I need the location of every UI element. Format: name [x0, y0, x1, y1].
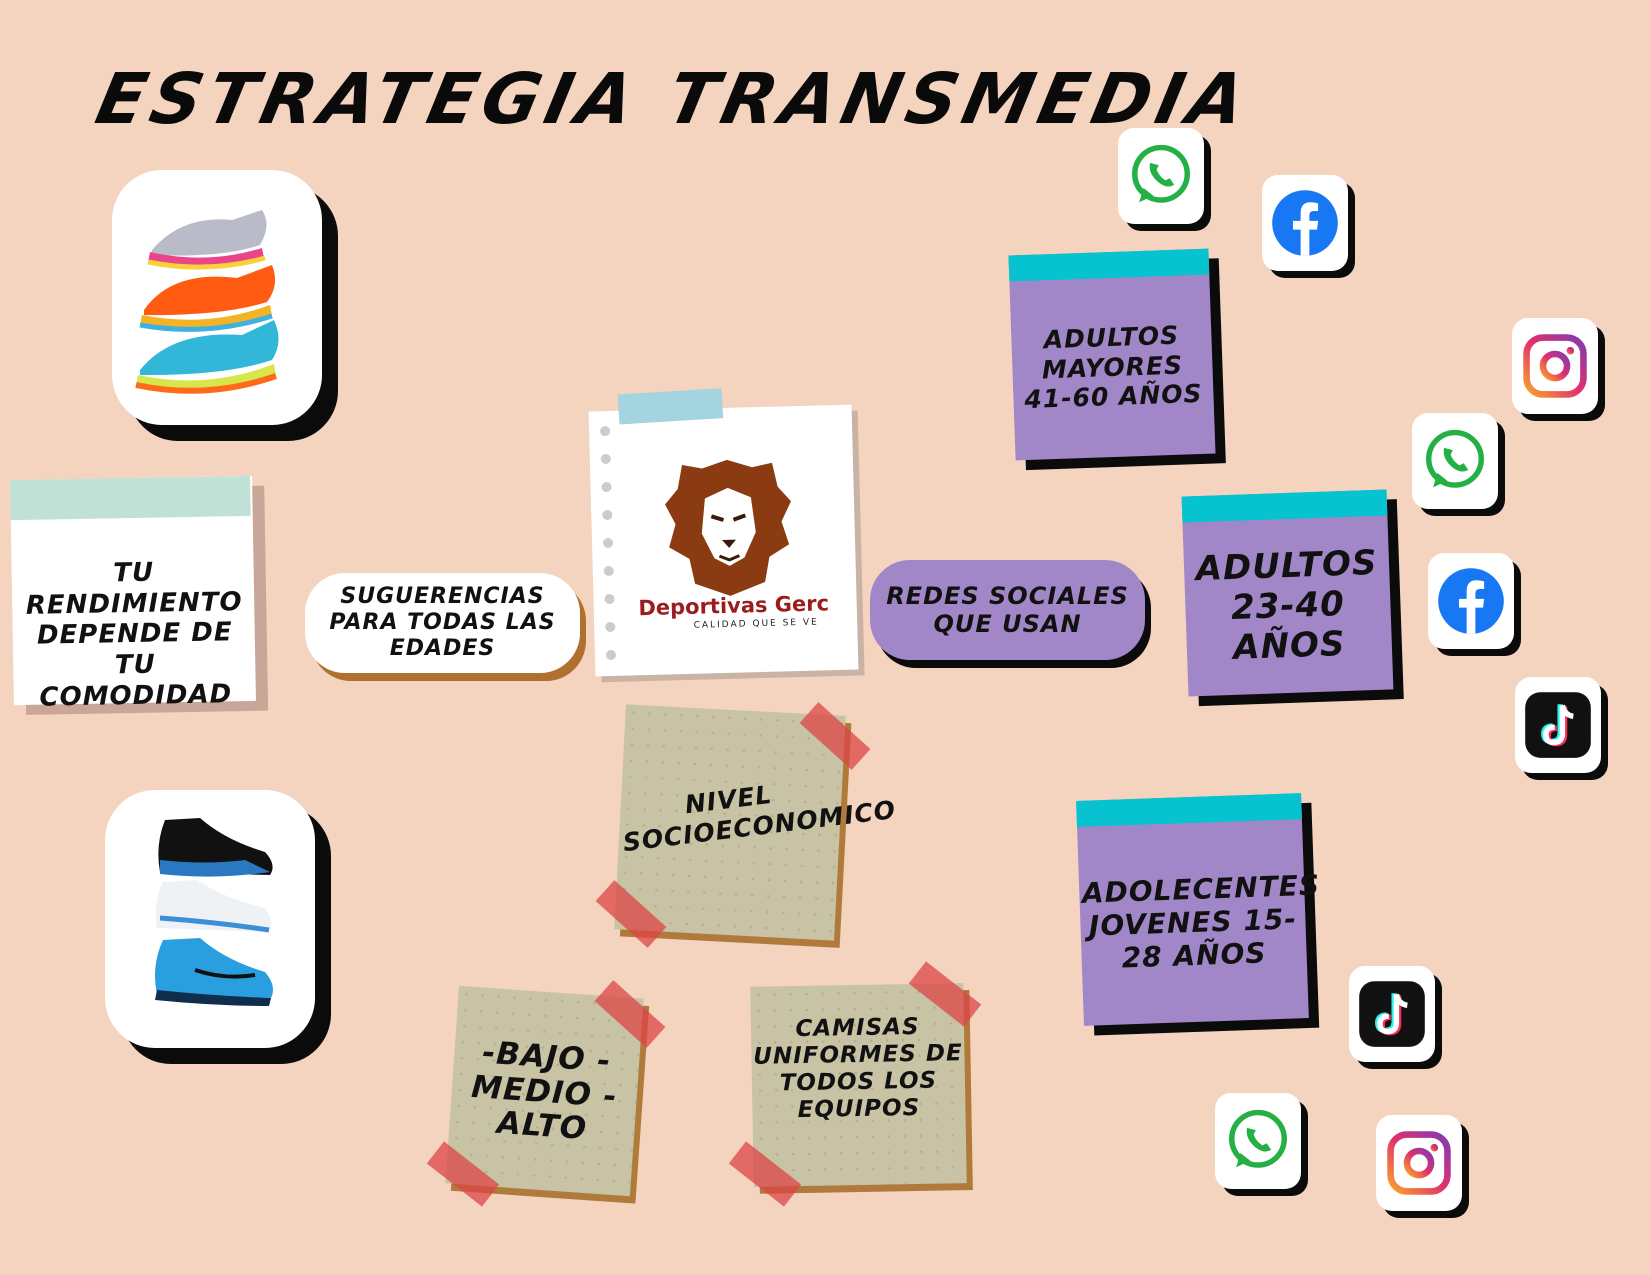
group-adults-text: ADULTOS 23-40 AÑOS — [1195, 542, 1379, 668]
whatsapp-card — [1118, 128, 1204, 224]
suggestions-text: SUGUERENCIAS PARA TODAS LAS EDADES — [329, 584, 556, 661]
shirts-sticky: CAMISAS UNIFORMES DE TODOS LOS EQUIPOS — [750, 983, 967, 1187]
whatsapp-card — [1412, 413, 1498, 509]
group-older-text: ADULTOS MAYORES 41-60 AÑOS — [1023, 320, 1204, 415]
networks-text: REDES SOCIALES QUE USAN — [886, 581, 1129, 638]
shoe-card-bottom — [105, 790, 315, 1048]
group-older-note: ADULTOS MAYORES 41-60 AÑOS — [1008, 248, 1216, 461]
brand-tagline: CALIDAD QUE SE VE — [693, 617, 819, 631]
comfort-note-text: TU RENDIMIENTO DEPENDE DE TU COMODIDAD — [25, 557, 243, 713]
facebook-icon — [1438, 568, 1504, 634]
networks-pill: REDES SOCIALES QUE USAN — [870, 560, 1145, 660]
running-shoes-image — [135, 210, 279, 394]
shoe-card-top — [112, 170, 322, 425]
note-tape — [10, 475, 251, 521]
socio-sticky: NIVEL SOCIOECONOMICO — [614, 704, 898, 941]
brand-note: Deportivas Gerc CALIDAD QUE SE VE — [588, 388, 859, 677]
shirts-text: CAMISAS UNIFORMES DE TODOS LOS EQUIPOS — [753, 1013, 963, 1124]
whatsapp-icon — [1132, 144, 1190, 203]
instagram-icon — [1387, 1131, 1451, 1195]
group-teens-text: ADOLECENTES JOVENES 15-28 AÑOS — [1081, 868, 1321, 975]
brand-name: Deportivas Gerc — [638, 591, 830, 621]
group-adults-note: ADULTOS 23-40 AÑOS — [1181, 489, 1394, 697]
tiktok-card — [1515, 677, 1601, 773]
instagram-icon — [1523, 334, 1587, 398]
page-title: ESTRATEGIA TRANSMEDIA — [89, 58, 1259, 140]
socio-text: NIVEL SOCIOECONOMICO — [621, 779, 898, 857]
comfort-note: TU RENDIMIENTO DEPENDE DE TU COMODIDAD — [10, 475, 256, 712]
whatsapp-card — [1215, 1093, 1301, 1189]
suggestions-pill: SUGUERENCIAS PARA TODAS LAS EDADES — [305, 573, 580, 673]
facebook-card — [1428, 553, 1514, 649]
whatsapp-icon — [1229, 1109, 1287, 1168]
tiktok-icon — [1359, 981, 1425, 1047]
levels-text: -BAJO -MEDIO -ALTO — [470, 1034, 619, 1148]
football-boots-image — [155, 818, 273, 1006]
brand-tape — [617, 388, 724, 425]
instagram-card — [1512, 318, 1598, 414]
tiktok-icon — [1525, 692, 1591, 758]
group-teens-note: ADOLECENTES JOVENES 15-28 AÑOS — [1076, 793, 1321, 1026]
whatsapp-icon — [1426, 429, 1484, 488]
notebook-holes — [600, 426, 616, 660]
facebook-card — [1262, 175, 1348, 271]
facebook-icon — [1272, 190, 1338, 256]
lion-logo-icon — [665, 459, 791, 596]
tiktok-card — [1349, 966, 1435, 1062]
instagram-card — [1376, 1115, 1462, 1211]
